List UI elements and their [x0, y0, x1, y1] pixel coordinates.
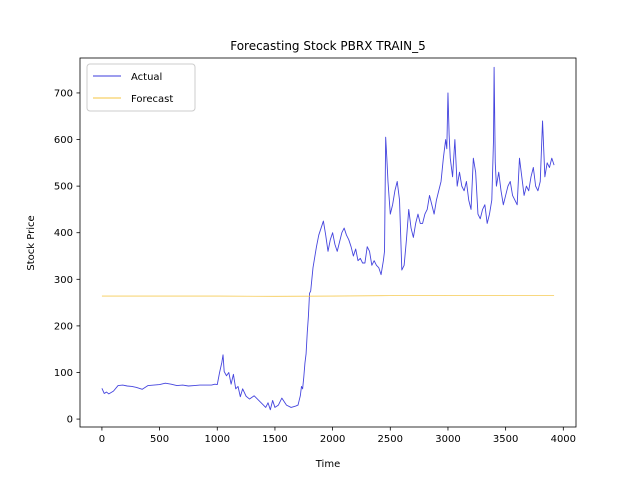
- x-axis-label: Time: [315, 459, 340, 470]
- legend-label-actual: Actual: [131, 72, 162, 83]
- y-tick-label: 500: [54, 182, 73, 193]
- series-line-actual: [101, 66, 555, 411]
- series-line-forecast: [101, 294, 555, 297]
- y-tick-label: 100: [54, 368, 73, 379]
- x-tick-label: 1500: [262, 434, 287, 445]
- x-axis: 0 500 1000 1500 2000 2500 3000 3500 4000: [99, 427, 576, 445]
- legend: Actual Forecast: [86, 63, 196, 112]
- x-tick-label: 3500: [493, 434, 518, 445]
- y-tick-label: 200: [54, 321, 73, 332]
- x-tick-label: 4000: [551, 434, 576, 445]
- x-tick-label: 3000: [435, 434, 460, 445]
- y-tick-label: 400: [54, 228, 73, 239]
- x-tick-label: 0: [99, 434, 105, 445]
- y-tick-label: 600: [54, 135, 73, 146]
- y-tick-label: 0: [67, 415, 73, 426]
- y-tick-label: 700: [54, 88, 73, 99]
- legend-label-forecast: Forecast: [131, 94, 173, 105]
- axes-frame: [79, 57, 577, 428]
- x-tick-label: 2000: [320, 434, 345, 445]
- x-tick-label: 1000: [205, 434, 230, 445]
- y-tick-label: 300: [54, 275, 73, 286]
- x-tick-label: 2500: [378, 434, 403, 445]
- x-tick-label: 500: [150, 434, 169, 445]
- y-axis: 0 100 200 300 400 500 600 700: [54, 88, 80, 426]
- chart-title: Forecasting Stock PBRX TRAIN_5: [230, 39, 426, 53]
- plot-area: [79, 57, 577, 428]
- y-axis-label: Stock Price: [26, 215, 37, 270]
